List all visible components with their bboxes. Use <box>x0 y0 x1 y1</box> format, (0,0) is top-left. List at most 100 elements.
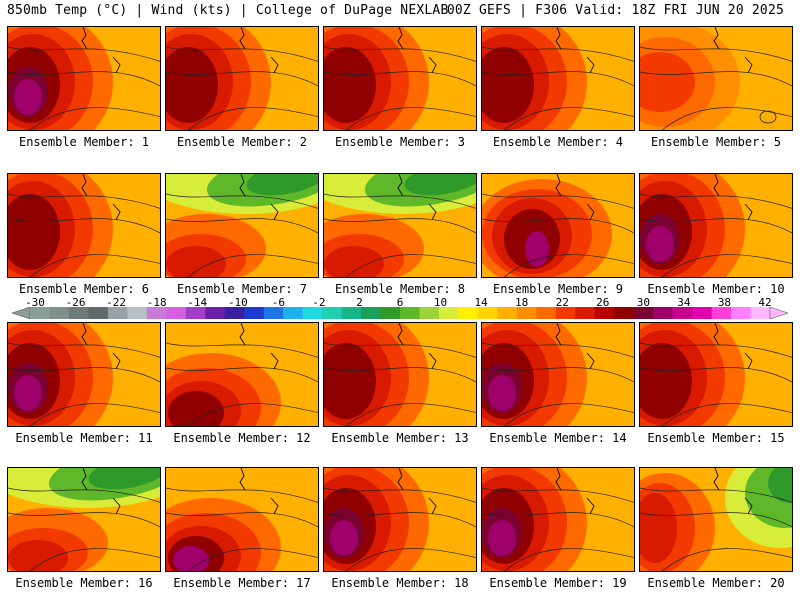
ensemble-map <box>640 27 792 130</box>
ensemble-panel <box>481 322 635 427</box>
colorbar-swatch <box>322 307 343 319</box>
ensemble-panel <box>323 173 477 278</box>
ensemble-panel <box>639 173 793 278</box>
ensemble-map <box>640 323 792 426</box>
ensemble-panel <box>481 173 635 278</box>
ensemble-panel <box>7 322 161 427</box>
colorbar-swatch <box>205 307 226 319</box>
ensemble-map <box>482 468 634 571</box>
ensemble-label: Ensemble Member: 9 <box>492 282 624 296</box>
ensemble-map <box>482 27 634 130</box>
ensemble-panel <box>639 467 793 572</box>
colorbar <box>12 307 788 319</box>
colorbar-swatch <box>88 307 109 319</box>
ensemble-map <box>640 174 792 277</box>
colorbar-tick-label: 34 <box>677 296 691 309</box>
ensemble-label: Ensemble Member: 11 <box>15 431 153 445</box>
ensemble-panel <box>165 26 319 131</box>
colorbar-swatch <box>302 307 323 319</box>
colorbar-tick-label: -26 <box>65 296 86 309</box>
ensemble-label: Ensemble Member: 13 <box>331 431 469 445</box>
ensemble-label: Ensemble Member: 18 <box>331 576 469 590</box>
colorbar-swatch <box>575 307 596 319</box>
ensemble-map <box>482 323 634 426</box>
colorbar-tick-label: -18 <box>146 296 167 309</box>
colorbar-swatch <box>244 307 265 319</box>
colorbar-swatch <box>614 307 635 319</box>
ensemble-label: Ensemble Member: 15 <box>647 431 785 445</box>
colorbar-swatch <box>711 307 732 319</box>
colorbar-tick-label: 30 <box>636 296 650 309</box>
ensemble-panel <box>639 26 793 131</box>
ensemble-panel <box>481 26 635 131</box>
colorbar-swatch <box>653 307 674 319</box>
ensemble-map <box>324 174 476 277</box>
ensemble-map <box>324 323 476 426</box>
ensemble-map <box>8 27 160 130</box>
colorbar-swatch <box>536 307 557 319</box>
colorbar-tick-label: 18 <box>515 296 529 309</box>
ensemble-label: Ensemble Member: 5 <box>650 135 782 149</box>
ensemble-panel <box>165 173 319 278</box>
ensemble-label: Ensemble Member: 6 <box>18 282 150 296</box>
colorbar-swatch <box>341 307 362 319</box>
colorbar-swatch <box>438 307 459 319</box>
ensemble-label: Ensemble Member: 7 <box>176 282 308 296</box>
title-left: 850mb Temp (°C) | Wind (kts) | College o… <box>7 3 449 18</box>
colorbar-swatch <box>555 307 576 319</box>
ensemble-panel <box>165 467 319 572</box>
colorbar-swatch <box>380 307 401 319</box>
ensemble-panel <box>7 467 161 572</box>
ensemble-panel <box>323 467 477 572</box>
colorbar-swatch <box>692 307 713 319</box>
colorbar-swatch <box>400 307 420 319</box>
colorbar-swatch <box>497 307 518 319</box>
ensemble-panel <box>323 322 477 427</box>
colorbar-swatch <box>224 307 245 319</box>
colorbar-swatch <box>516 307 537 319</box>
ensemble-label: Ensemble Member: 8 <box>334 282 466 296</box>
colorbar-swatch <box>263 307 284 319</box>
colorbar-swatch <box>283 307 304 319</box>
title-right: 00Z GEFS | F306 Valid: 18Z FRI JUN 20 20… <box>446 3 784 18</box>
ensemble-panel <box>639 322 793 427</box>
colorbar-tick-label: 42 <box>758 296 772 309</box>
colorbar-tick-label: 2 <box>356 296 363 309</box>
colorbar-tick-label: 38 <box>717 296 732 309</box>
ensemble-map <box>8 323 160 426</box>
ensemble-label: Ensemble Member: 20 <box>647 576 785 590</box>
ensemble-map <box>324 468 476 571</box>
colorbar-swatch <box>68 307 89 319</box>
ensemble-label: Ensemble Member: 14 <box>489 431 627 445</box>
ensemble-map <box>324 27 476 130</box>
ensemble-map <box>166 174 318 277</box>
ensemble-label: Ensemble Member: 1 <box>18 135 150 149</box>
colorbar-tick-label: -22 <box>106 296 127 309</box>
ensemble-map <box>8 468 160 571</box>
colorbar-swatch <box>127 307 148 319</box>
colorbar-swatch <box>419 307 440 319</box>
ensemble-label: Ensemble Member: 12 <box>173 431 311 445</box>
ensemble-label: Ensemble Member: 16 <box>15 576 153 590</box>
colorbar-swatch <box>594 307 615 319</box>
colorbar-swatch <box>361 307 382 319</box>
colorbar-tick-label: -6 <box>271 296 285 309</box>
colorbar-tick-label: -10 <box>227 296 248 309</box>
ensemble-label: Ensemble Member: 2 <box>176 135 308 149</box>
ensemble-label: Ensemble Member: 17 <box>173 576 311 590</box>
colorbar-tick-label: 26 <box>596 296 610 309</box>
ensemble-map <box>166 323 318 426</box>
colorbar-swatch <box>166 307 187 319</box>
ensemble-map <box>166 27 318 130</box>
ensemble-panel <box>7 173 161 278</box>
ensemble-label: Ensemble Member: 4 <box>492 135 624 149</box>
ensemble-map <box>482 174 634 277</box>
colorbar-swatch <box>185 307 206 319</box>
colorbar-swatch <box>107 307 128 319</box>
colorbar-swatch <box>672 307 693 319</box>
ensemble-map <box>166 468 318 571</box>
ensemble-map <box>640 468 792 571</box>
colorbar-swatch <box>49 307 70 319</box>
colorbar-swatch <box>750 307 771 319</box>
colorbar-swatch <box>633 307 654 319</box>
